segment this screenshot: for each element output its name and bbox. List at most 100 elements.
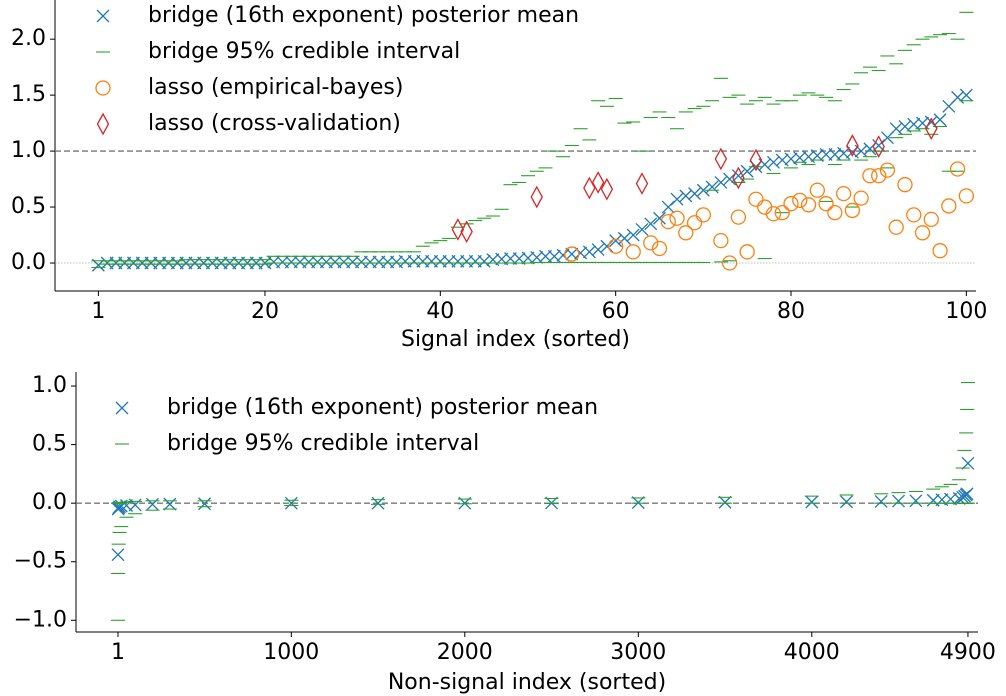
diamond-marker [635, 172, 649, 195]
circle-marker [879, 162, 896, 178]
x-marker [635, 222, 649, 236]
circle-marker [748, 191, 764, 207]
diamond-marker [732, 166, 745, 190]
x-tick-label: 1 [111, 640, 125, 665]
x-marker [284, 496, 298, 510]
circle-marker [783, 196, 799, 212]
circle-marker [792, 192, 808, 208]
x-marker [163, 497, 177, 511]
x-tick-label: 60 [602, 299, 630, 324]
x-marker [631, 496, 645, 510]
diamond-marker [460, 220, 473, 244]
x-axis-label: Signal index (sorted) [401, 327, 630, 352]
x-marker [696, 183, 710, 197]
diamond-marker [846, 134, 859, 157]
legend-marker [115, 401, 129, 415]
x-marker [961, 456, 975, 470]
circle-marker [844, 202, 861, 219]
legend-label: bridge (16th exponent) posterior mean [148, 3, 579, 28]
x-marker [626, 228, 640, 242]
circle-marker [862, 168, 878, 184]
legend-label: bridge 95% credible interval [167, 431, 479, 456]
x-marker [718, 495, 732, 509]
x-marker [889, 122, 903, 136]
x-marker [617, 231, 631, 245]
x-marker [959, 88, 973, 102]
x-marker [874, 494, 888, 508]
diamond-marker [714, 147, 728, 171]
circle-marker [818, 196, 834, 212]
circle-marker [739, 244, 755, 260]
x-marker [960, 487, 974, 501]
x-marker [644, 217, 658, 231]
circle-marker [774, 205, 790, 221]
x-axis-label: Non-signal index (sorted) [388, 670, 666, 695]
x-marker [933, 113, 947, 127]
x-marker [705, 180, 719, 194]
y-tick-label: −0.5 [14, 549, 67, 574]
x-tick-label: 80 [777, 299, 805, 324]
y-tick-label: 0.5 [32, 432, 67, 457]
circle-marker [906, 207, 922, 223]
x-tick-label: 1000 [263, 640, 319, 665]
x-tick-label: 40 [426, 299, 454, 324]
y-tick-label: −1.0 [14, 607, 67, 632]
y-tick-label: 0.0 [11, 250, 46, 275]
diamond-marker [925, 117, 938, 141]
x-marker [767, 155, 780, 169]
x-marker [805, 495, 819, 509]
x-marker [714, 175, 728, 189]
x-marker [609, 234, 623, 248]
x-marker [600, 239, 614, 253]
x-marker [198, 497, 212, 511]
x-marker [477, 254, 491, 268]
circle-marker [949, 161, 966, 177]
x-marker [653, 211, 666, 225]
circle-marker [695, 207, 711, 223]
y-tick-label: 0.0 [32, 490, 67, 515]
circle-marker [897, 177, 913, 193]
circle-marker [669, 210, 685, 226]
circle-marker [625, 244, 641, 260]
x-tick-label: 4900 [940, 640, 996, 665]
x-tick-label: 4000 [784, 640, 840, 665]
diamond-marker [451, 218, 465, 241]
circle-marker [800, 197, 817, 213]
x-marker [111, 548, 125, 562]
circle-marker [871, 168, 887, 184]
legend-marker [96, 112, 110, 136]
x-marker [723, 172, 737, 186]
legend-label: lasso (cross-validation) [148, 111, 401, 136]
diamond-marker [530, 185, 544, 209]
circle-marker [730, 209, 747, 225]
x-marker [951, 90, 965, 104]
x-marker [661, 200, 675, 214]
y-tick-label: 2.0 [11, 26, 46, 51]
x-marker [670, 192, 684, 206]
circle-marker [958, 188, 975, 204]
x-marker [679, 189, 693, 203]
circle-marker [608, 238, 624, 254]
diamond-marker [591, 171, 605, 194]
circle-marker [923, 211, 939, 228]
circle-marker [853, 190, 869, 206]
x-marker [591, 243, 605, 257]
circle-marker [564, 246, 580, 262]
circle-marker [721, 255, 738, 271]
legend-label: lasso (empirical-bayes) [148, 75, 403, 100]
x-marker [128, 498, 142, 512]
x-tick-label: 20 [251, 299, 279, 324]
x-marker [892, 494, 905, 508]
y-tick-label: 1.0 [32, 373, 67, 398]
diamond-marker [872, 135, 885, 158]
legend-marker [95, 80, 111, 96]
legend-label: bridge 95% credible interval [148, 39, 460, 64]
circle-marker [686, 215, 703, 231]
circle-marker [888, 219, 904, 235]
circle-marker [765, 206, 782, 222]
circle-marker [809, 182, 825, 198]
circle-marker [914, 225, 931, 241]
x-tick-label: 1 [91, 299, 105, 324]
x-tick-label: 3000 [610, 640, 666, 665]
